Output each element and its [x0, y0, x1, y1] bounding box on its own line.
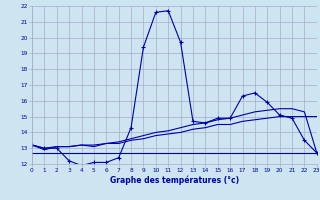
- X-axis label: Graphe des températures (°c): Graphe des températures (°c): [110, 176, 239, 185]
